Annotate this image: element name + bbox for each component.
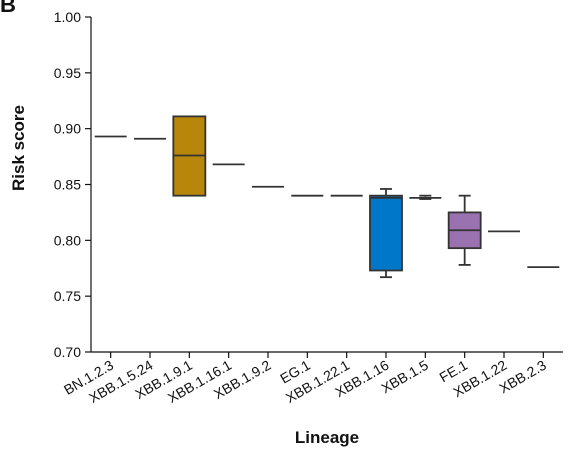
- y-tick-label: 0.70: [54, 344, 81, 360]
- panel-label: B: [0, 0, 16, 17]
- box-xbb-1-9-1: [172, 115, 207, 197]
- y-tick-label: 1.00: [54, 9, 81, 25]
- y-axis-title: Risk score: [9, 105, 28, 191]
- box-body: [369, 194, 403, 272]
- box-xbb-1-5: [409, 194, 442, 200]
- box-xbb-1-16: [369, 188, 403, 279]
- y-tick-label: 0.90: [54, 121, 81, 137]
- y-axis: 0.70 0.75 0.80 0.85 0.90 0.95 1.00: [54, 9, 92, 360]
- y-tick-label: 0.75: [54, 288, 81, 304]
- x-axis-title: Lineage: [295, 428, 359, 447]
- x-axis: BN.1.2.3XBB.1.5.24XBB.1.9.1XBB.1.16.1XBB…: [61, 351, 563, 406]
- box-series: [94, 115, 560, 279]
- box-fe-1: [447, 194, 482, 266]
- y-tick-label: 0.95: [54, 65, 81, 81]
- y-tick-label: 0.80: [54, 232, 81, 248]
- y-tick-label: 0.85: [54, 177, 81, 193]
